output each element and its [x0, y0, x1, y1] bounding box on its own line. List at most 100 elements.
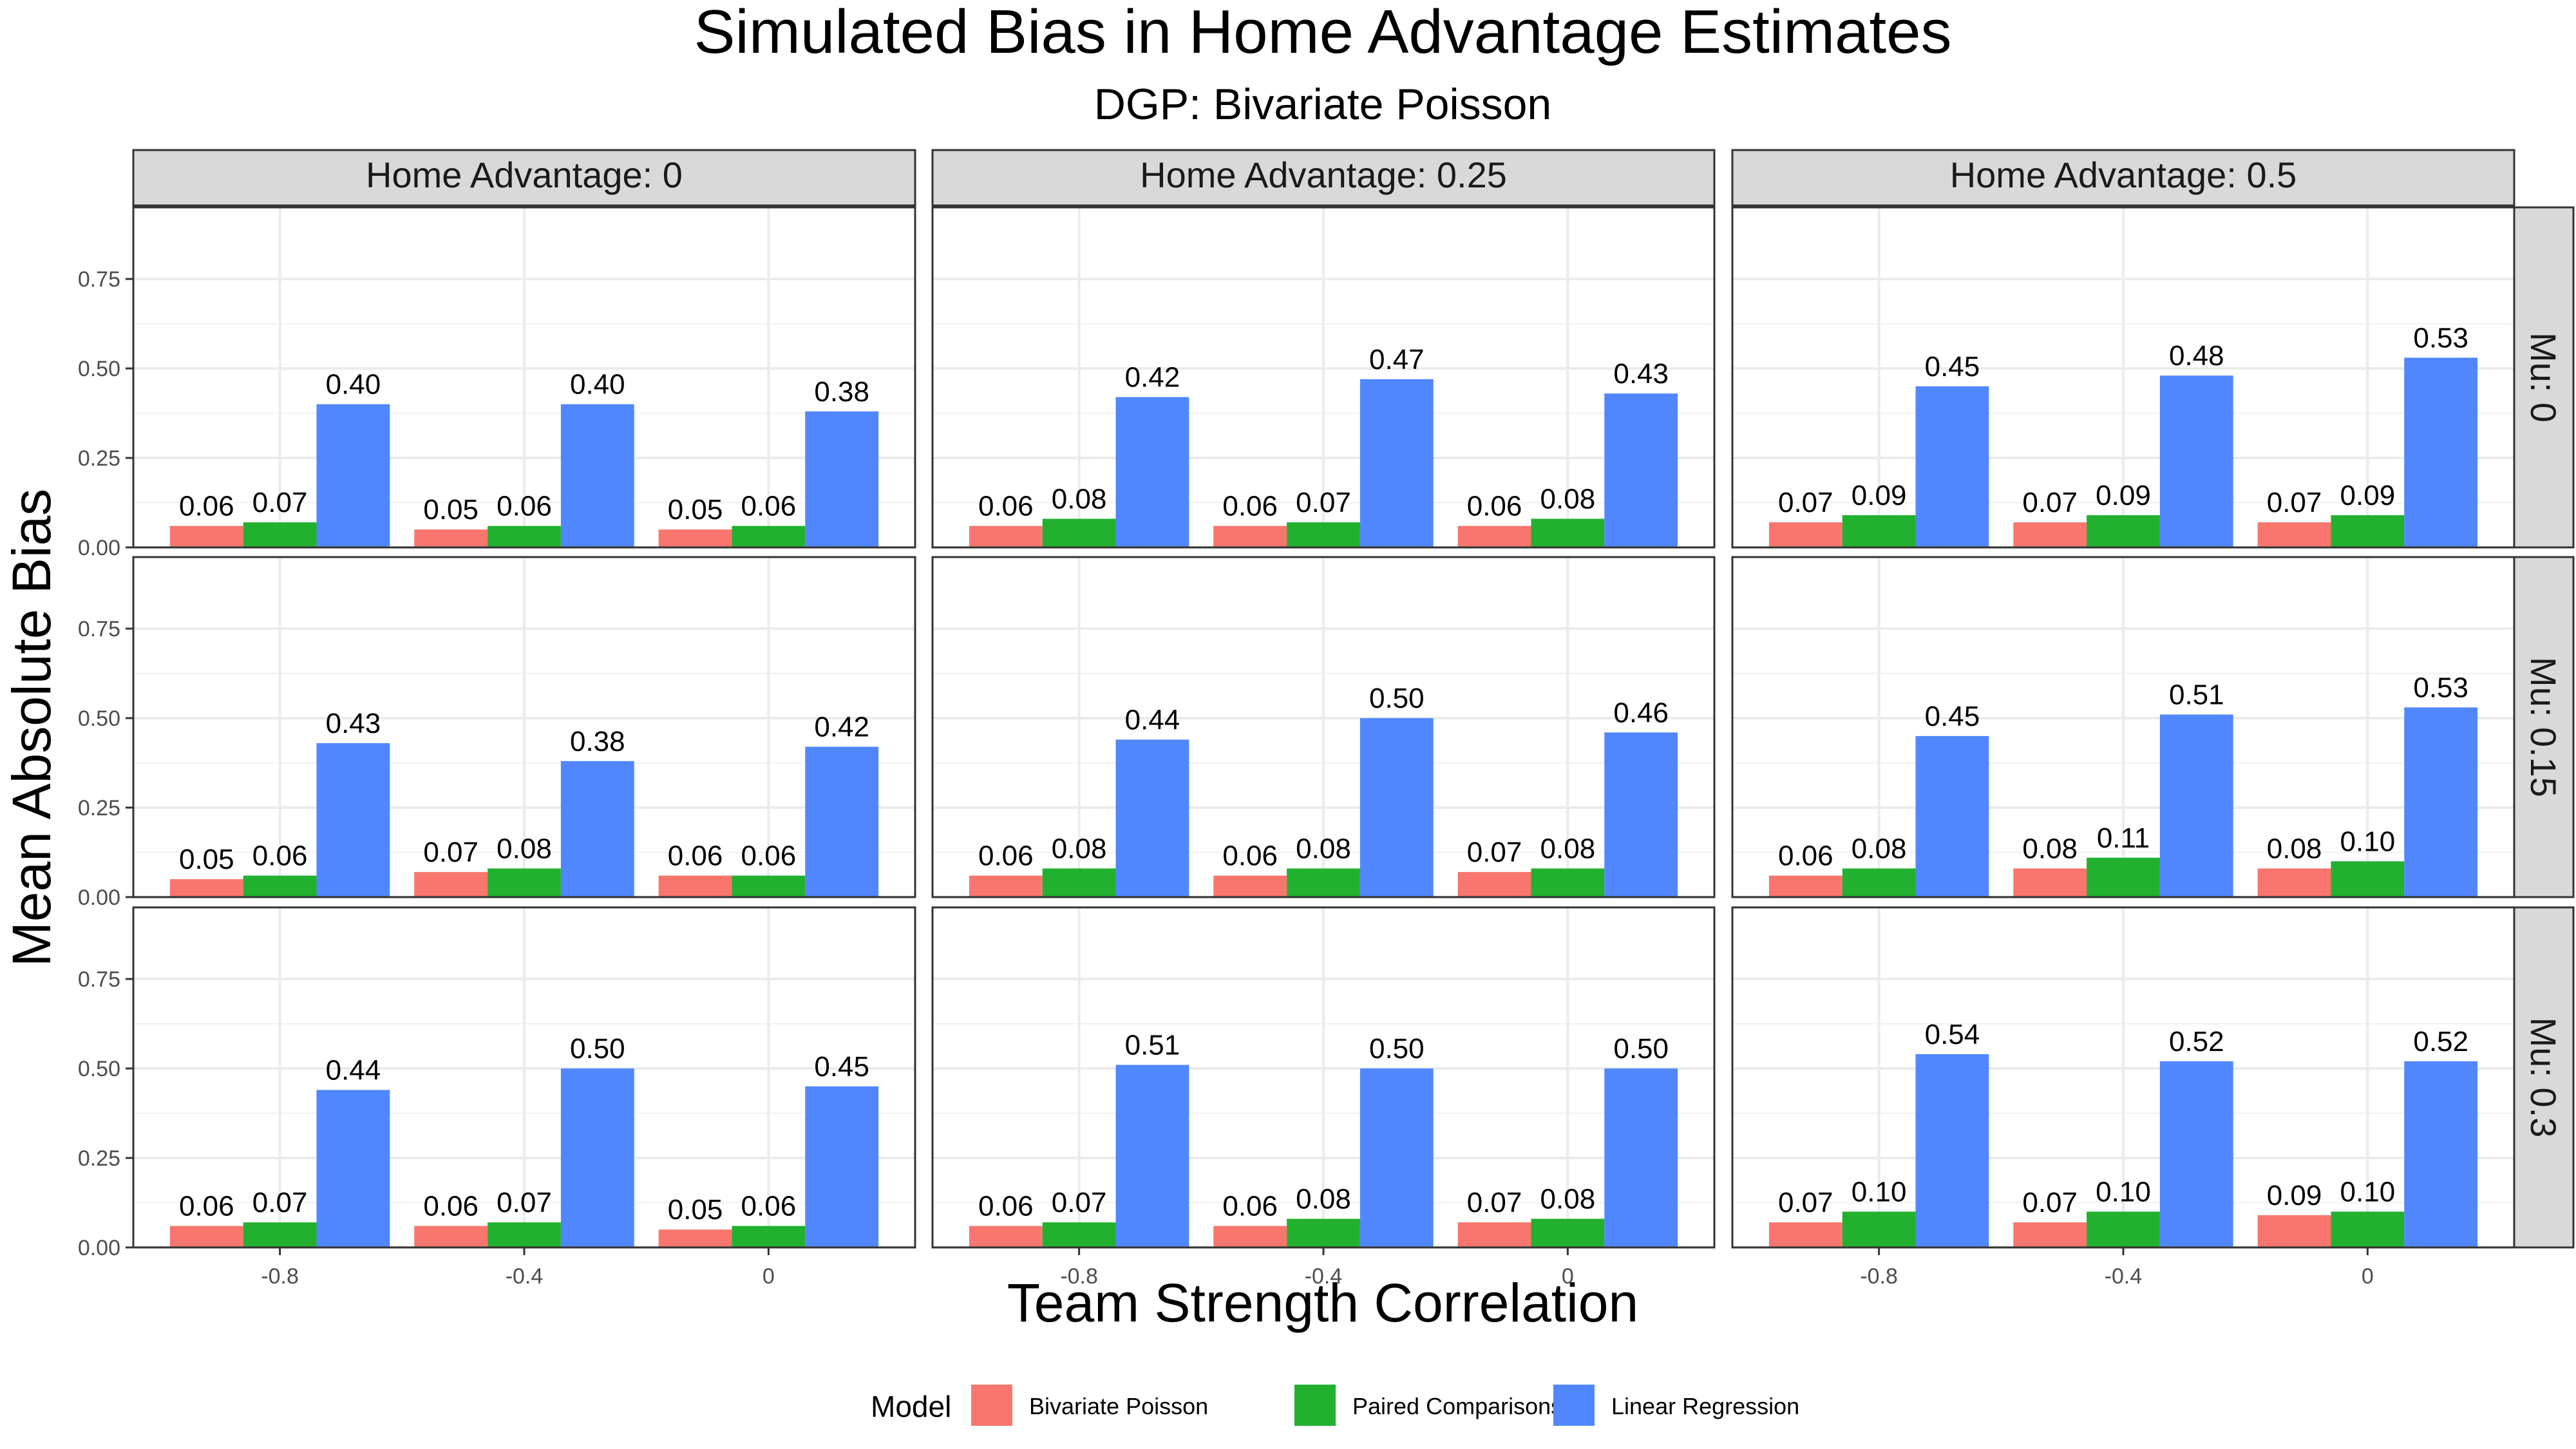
bar [732, 1226, 806, 1247]
bar [488, 526, 561, 547]
panel-border [1731, 206, 2515, 549]
facet-strip-row [2513, 206, 2575, 549]
bar [243, 522, 317, 547]
bar [1915, 735, 1989, 897]
panel-border [931, 206, 1716, 549]
bar [805, 746, 879, 897]
bar-data-label: 0.08 [1540, 1184, 1596, 1215]
bar [1213, 526, 1287, 547]
bar [1287, 1218, 1360, 1247]
x-tick-label: -0.8 [1860, 1264, 1898, 1289]
bar [169, 879, 243, 897]
bar [1604, 393, 1678, 547]
bar-data-label: 0.10 [2340, 1176, 2396, 1208]
bar-data-label: 0.43 [1613, 358, 1669, 390]
bar-data-label: 0.06 [179, 491, 234, 522]
bar [1768, 1222, 1842, 1247]
bar-data-label: 0.08 [1296, 1184, 1351, 1215]
bar-data-label: 0.46 [1613, 697, 1669, 728]
bar-data-label: 0.08 [1852, 833, 1907, 865]
bar-data-label: 0.05 [668, 1194, 723, 1226]
bar [1287, 868, 1360, 897]
bar [969, 875, 1043, 897]
legend-key [971, 1385, 1012, 1426]
x-tick-label: 0 [2362, 1264, 2374, 1289]
bar [316, 743, 390, 897]
bar [1457, 526, 1531, 547]
y-tick-label: 0.75 [78, 967, 120, 992]
bar [488, 868, 561, 897]
bar-data-label: 0.06 [1222, 840, 1278, 872]
bar [1042, 1222, 1116, 1247]
bar [2404, 357, 2478, 547]
bar [316, 404, 390, 547]
bar-data-label: 0.51 [1125, 1030, 1180, 1061]
x-tick-label: 0 [762, 1264, 775, 1289]
y-tick-label: 0.75 [78, 617, 120, 641]
bar-data-label: 0.06 [1778, 840, 1833, 872]
bar [1359, 1068, 1434, 1247]
bar-data-label: 0.09 [2267, 1180, 2322, 1211]
facet-strip-row [2513, 906, 2575, 1249]
legend-title: Model [871, 1390, 951, 1423]
bar-data-label: 0.08 [2022, 833, 2078, 865]
bar [1915, 386, 1989, 547]
bar [1115, 739, 1189, 897]
y-tick-label: 0.00 [78, 886, 120, 910]
bar [488, 1222, 561, 1247]
bar [1915, 1054, 1989, 1247]
bar-data-label: 0.07 [1467, 837, 1522, 868]
bar [1604, 1068, 1678, 1247]
bar [1213, 1226, 1287, 1247]
bar [1359, 718, 1434, 897]
y-tick-label: 0.25 [78, 1146, 120, 1171]
legend-key [1553, 1385, 1595, 1426]
bar [2013, 1222, 2087, 1247]
bar-data-label: 0.07 [1467, 1187, 1522, 1218]
bar-data-label: 0.09 [2096, 480, 2151, 511]
bar [1457, 1222, 1531, 1247]
bar-data-label: 0.08 [1540, 833, 1596, 865]
x-tick-label: 0 [1562, 1264, 1574, 1289]
facet-panels: Home Advantage: 0 Home Advantage: 0.25 Hom… [78, 149, 2575, 1289]
bar [732, 526, 806, 547]
bar-data-label: 0.45 [1925, 701, 1980, 732]
bar-data-label: 0.42 [1125, 362, 1180, 393]
bar-data-label: 0.10 [2340, 826, 2396, 857]
bar-data-label: 0.11 [2097, 822, 2150, 854]
bar [316, 1090, 390, 1247]
legend-key [1294, 1385, 1336, 1426]
bar-data-label: 0.07 [2022, 1187, 2078, 1218]
bar-data-label: 0.06 [978, 840, 1034, 872]
facet-panel: 0.06 0.07 0.40 0.05 0.06 0.40 0.05 0.06 0.38 0.00… [78, 206, 916, 560]
bar-data-label: 0.07 [1052, 1187, 1107, 1218]
bar [1457, 872, 1531, 897]
bar-data-label: 0.08 [497, 833, 552, 865]
facet-strip-col [931, 149, 1716, 207]
bar [969, 526, 1043, 547]
bar [658, 875, 732, 897]
facet-strip-col [1731, 149, 2515, 207]
panel-border [931, 556, 1716, 898]
bar [658, 529, 732, 547]
x-axis-title: Team Strength Correlation [1007, 1273, 1638, 1333]
bar-data-label: 0.05 [423, 494, 478, 526]
bar-data-label: 0.53 [2413, 322, 2468, 354]
bar-data-label: 0.38 [570, 726, 625, 757]
y-tick-label: 0.25 [78, 796, 120, 820]
bar [2331, 861, 2405, 897]
bar [1768, 875, 1842, 897]
bar-data-label: 0.06 [423, 1191, 478, 1222]
x-tick-label: -0.4 [506, 1264, 544, 1289]
y-tick-label: 0.00 [78, 536, 120, 560]
bar [2257, 522, 2331, 547]
bar [243, 1222, 317, 1247]
bar-data-label: 0.38 [814, 376, 869, 408]
bar-data-label: 0.50 [1369, 683, 1425, 714]
bar-data-label: 0.53 [2413, 672, 2468, 703]
y-tick-label: 0.50 [78, 706, 120, 731]
panel-border [1731, 556, 2515, 898]
legend-item-label: Linear Regression [1611, 1393, 1799, 1419]
bar-data-label: 0.44 [326, 1054, 381, 1086]
x-tick-label: -0.8 [1060, 1264, 1098, 1289]
